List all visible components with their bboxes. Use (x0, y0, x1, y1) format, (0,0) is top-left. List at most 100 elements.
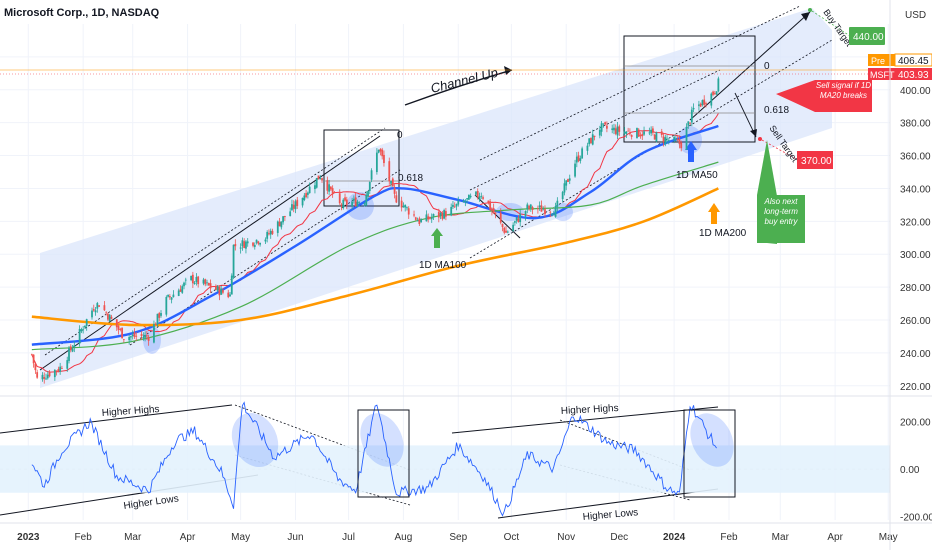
candle-body[interactable] (494, 212, 497, 214)
candle-body[interactable] (190, 275, 192, 281)
candle-body[interactable] (427, 216, 430, 220)
candle-body[interactable] (561, 192, 564, 200)
candle-body[interactable] (503, 227, 506, 233)
candle-body[interactable] (685, 126, 688, 150)
candle-body[interactable] (92, 309, 95, 311)
candle-body[interactable] (489, 201, 492, 210)
candle-body[interactable] (193, 282, 196, 284)
candle-body[interactable] (328, 184, 331, 192)
candle-body[interactable] (662, 136, 665, 142)
candle-body[interactable] (667, 140, 670, 141)
candle-body[interactable] (379, 149, 382, 152)
candle-body[interactable] (586, 145, 589, 151)
candle-body[interactable] (154, 323, 157, 325)
candle-body[interactable] (57, 369, 60, 372)
candle-body[interactable] (108, 314, 111, 322)
candle-body[interactable] (145, 335, 148, 337)
candle-body[interactable] (246, 241, 249, 244)
candle-body[interactable] (156, 313, 159, 325)
candle-body[interactable] (501, 223, 504, 227)
candle-body[interactable] (478, 196, 481, 200)
candle-body[interactable] (98, 305, 100, 307)
candle-body[interactable] (425, 214, 428, 222)
candle-body[interactable] (363, 203, 366, 205)
candle-body[interactable] (715, 91, 718, 95)
candle-body[interactable] (591, 134, 594, 145)
candle-body[interactable] (69, 346, 72, 351)
candle-body[interactable] (48, 372, 51, 377)
candle-body[interactable] (710, 93, 713, 106)
candle-body[interactable] (80, 329, 83, 332)
candle-body[interactable] (229, 294, 231, 297)
candle-body[interactable] (255, 239, 258, 243)
candle-body[interactable] (650, 129, 653, 134)
candle-body[interactable] (675, 139, 677, 141)
candle-body[interactable] (623, 131, 626, 134)
candle-body[interactable] (356, 201, 359, 207)
candle-body[interactable] (133, 332, 136, 337)
candle-body[interactable] (144, 334, 146, 338)
candle-body[interactable] (283, 215, 286, 218)
candle-body[interactable] (222, 290, 224, 293)
candle-body[interactable] (46, 374, 49, 379)
candle-body[interactable] (506, 231, 509, 233)
candle-body[interactable] (140, 334, 143, 336)
candle-body[interactable] (464, 201, 467, 203)
candle-body[interactable] (135, 335, 138, 337)
candle-body[interactable] (413, 214, 415, 216)
candle-body[interactable] (611, 128, 614, 130)
candle-body[interactable] (565, 180, 568, 186)
candle-body[interactable] (122, 339, 125, 341)
candle-body[interactable] (600, 123, 603, 132)
candle-body[interactable] (107, 313, 109, 320)
candle-body[interactable] (437, 211, 440, 218)
candle-body[interactable] (94, 310, 97, 313)
candle-body[interactable] (103, 305, 106, 311)
candle-body[interactable] (544, 209, 546, 215)
candle-body[interactable] (664, 137, 667, 145)
candle-body[interactable] (390, 180, 392, 184)
candle-body[interactable] (115, 319, 118, 328)
candle-body[interactable] (317, 175, 320, 180)
candle-body[interactable] (296, 199, 299, 207)
candle-body[interactable] (430, 217, 433, 220)
candle-body[interactable] (314, 185, 316, 190)
candle-body[interactable] (377, 149, 380, 153)
candle-body[interactable] (204, 279, 207, 285)
candle-body[interactable] (605, 125, 608, 129)
candle-body[interactable] (147, 337, 150, 341)
candle-body[interactable] (673, 137, 676, 140)
candle-body[interactable] (344, 197, 346, 201)
candle-body[interactable] (604, 122, 607, 125)
candle-body[interactable] (375, 152, 378, 173)
candle-body[interactable] (271, 230, 274, 234)
candle-body[interactable] (202, 279, 205, 284)
candle-body[interactable] (625, 131, 628, 134)
candle-body[interactable] (158, 313, 161, 318)
candle-body[interactable] (395, 195, 398, 203)
candle-body[interactable] (524, 210, 527, 217)
candle-body[interactable] (34, 363, 37, 371)
candle-body[interactable] (614, 128, 617, 134)
candle-body[interactable] (552, 214, 555, 216)
candle-body[interactable] (616, 126, 619, 136)
candle-body[interactable] (131, 334, 134, 337)
candle-body[interactable] (303, 195, 306, 200)
candle-body[interactable] (540, 205, 543, 212)
candle-body[interactable] (321, 178, 323, 181)
candle-body[interactable] (678, 139, 681, 144)
candle-body[interactable] (469, 195, 472, 198)
candle-body[interactable] (53, 369, 56, 378)
candle-body[interactable] (220, 288, 223, 295)
candle-body[interactable] (563, 183, 566, 193)
candle-body[interactable] (418, 218, 421, 225)
candle-body[interactable] (278, 221, 281, 227)
candle-body[interactable] (400, 200, 403, 208)
candle-body[interactable] (292, 204, 295, 209)
candle-body[interactable] (598, 129, 601, 136)
candles[interactable] (30, 76, 720, 384)
candle-body[interactable] (528, 205, 530, 209)
candle-body[interactable] (91, 310, 93, 318)
candle-body[interactable] (701, 100, 704, 106)
candle-body[interactable] (581, 148, 584, 159)
